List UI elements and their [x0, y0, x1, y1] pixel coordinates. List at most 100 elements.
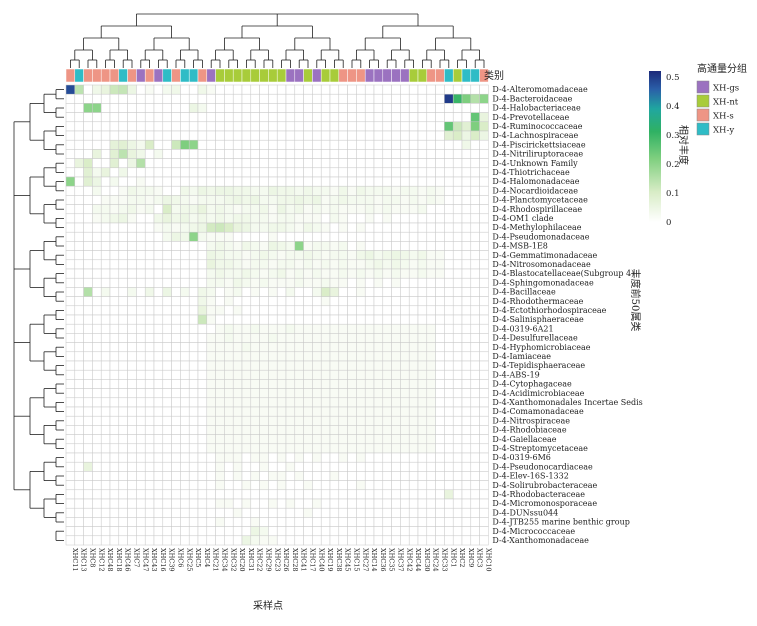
heatmap-cell: [197, 231, 208, 242]
heatmap-cell: [92, 296, 102, 307]
heatmap-cell: [224, 296, 234, 307]
heatmap-cell: [241, 84, 252, 95]
heatmap-cell: [391, 314, 401, 325]
heatmap-cell: [303, 489, 313, 500]
heatmap-cell: [461, 480, 472, 491]
heatmap-cell: [417, 406, 428, 417]
heatmap-cell: [382, 443, 392, 454]
heatmap-cell: [338, 461, 348, 472]
heatmap-cell: [171, 498, 181, 509]
heatmap-cell: [136, 277, 146, 288]
heatmap-cell: [259, 268, 269, 279]
heatmap-cell: [312, 259, 322, 270]
heatmap-cell: [153, 250, 164, 261]
heatmap-cell: [188, 268, 199, 279]
heatmap-cell: [215, 204, 225, 215]
heatmap-cell: [241, 103, 252, 113]
heatmap-cell: [92, 158, 102, 169]
heatmap-cell: [285, 369, 296, 380]
heatmap-cell: [391, 526, 401, 537]
heatmap-cell: [162, 185, 172, 196]
heatmap-cell: [329, 379, 340, 389]
heatmap-cell: [312, 241, 322, 251]
heatmap-cell: [171, 259, 181, 270]
colorbar-tick-label: 0.2: [666, 160, 680, 170]
heatmap-cell: [127, 471, 137, 481]
heatmap-cell: [118, 342, 128, 353]
heatmap-cell: [92, 222, 102, 233]
heatmap-cell: [136, 121, 146, 132]
heatmap-cell: [391, 517, 401, 527]
heatmap-cell: [83, 369, 93, 380]
heatmap-cell: [452, 480, 463, 491]
heatmap-cell: [65, 268, 76, 279]
heatmap-cell: [338, 452, 348, 463]
heatmap-cell: [320, 526, 331, 537]
heatmap-cell: [268, 369, 278, 380]
heatmap-cell: [206, 250, 216, 261]
heatmap-cell: [74, 351, 84, 362]
heatmap-cell: [303, 84, 313, 95]
heatmap-cell: [285, 507, 296, 518]
heatmap-cell: [162, 443, 172, 454]
heatmap-cell: [285, 167, 296, 178]
heatmap-cell: [250, 415, 260, 426]
heatmap-cell: [338, 231, 348, 242]
heatmap-cell: [153, 406, 164, 417]
heatmap-cell: [171, 287, 181, 297]
heatmap-cell: [65, 121, 76, 132]
heatmap-cell: [417, 434, 428, 445]
heatmap-cell: [417, 204, 428, 215]
heatmap-cell: [364, 130, 375, 141]
heatmap-cell: [118, 277, 128, 288]
heatmap-cell: [259, 406, 269, 417]
heatmap-cell: [382, 379, 392, 389]
heatmap-cell: [294, 287, 304, 297]
heatmap-cell: [435, 379, 445, 389]
heatmap-cell: [382, 388, 392, 399]
heatmap-cell: [347, 480, 357, 491]
heatmap-cell: [215, 406, 225, 417]
heatmap-cell: [452, 204, 463, 215]
heatmap-cell: [479, 323, 489, 334]
heatmap-cell: [391, 489, 401, 500]
heatmap-cell: [180, 333, 190, 343]
heatmap-cell: [197, 158, 208, 169]
heatmap-cell: [65, 185, 76, 196]
heatmap-cell: [303, 268, 313, 279]
heatmap-cell: [259, 296, 269, 307]
heatmap-cell: [215, 139, 225, 150]
heatmap-cell: [400, 452, 410, 463]
heatmap-cell: [206, 84, 216, 95]
heatmap-cell: [435, 434, 445, 445]
heatmap-cell: [144, 158, 155, 169]
heatmap-cell: [294, 369, 304, 380]
heatmap-cell: [400, 498, 410, 509]
heatmap-cell: [136, 158, 146, 169]
heatmap-cell: [109, 342, 120, 353]
heatmap-cell: [373, 121, 384, 132]
heatmap-cell: [250, 461, 260, 472]
heatmap-cell: [100, 342, 111, 353]
heatmap-cell: [188, 415, 199, 426]
heatmap-cell: [83, 526, 93, 537]
heatmap-cell: [188, 323, 199, 334]
heatmap-cell: [373, 277, 384, 288]
heatmap-cell: [127, 167, 137, 178]
heatmap-cell: [329, 149, 340, 159]
heatmap-cell: [426, 277, 436, 288]
heatmap-cell: [408, 526, 419, 537]
heatmap-cell: [479, 139, 489, 150]
row-label: D-4-0319-6M6: [492, 453, 551, 462]
heatmap-cell: [188, 314, 199, 325]
heatmap-cell: [215, 277, 225, 288]
heatmap-cell: [74, 103, 84, 113]
heatmap-cell: [479, 231, 489, 242]
heatmap-cell: [162, 342, 172, 353]
heatmap-cell: [171, 130, 181, 141]
heatmap-cell: [144, 489, 155, 500]
heatmap-cell: [364, 379, 375, 389]
heatmap-cell: [83, 195, 93, 205]
heatmap-cell: [153, 323, 164, 334]
heatmap-cell: [65, 158, 76, 169]
